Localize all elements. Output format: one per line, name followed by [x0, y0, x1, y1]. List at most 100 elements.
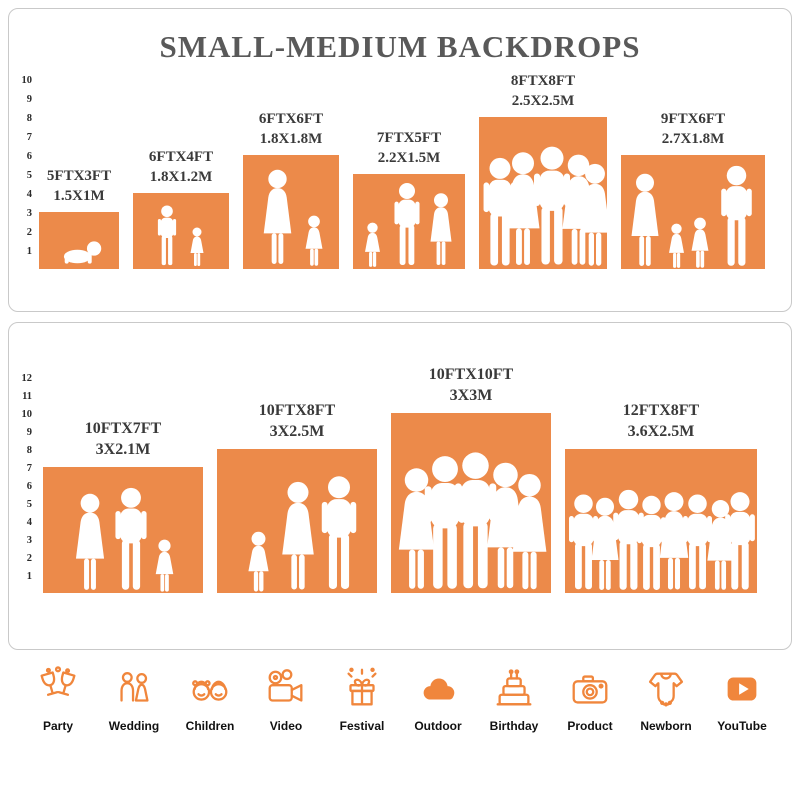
- ruler-number: 8: [26, 445, 32, 456]
- category-label: Product: [567, 719, 613, 733]
- size-ft: 10FTX8FT: [258, 402, 336, 420]
- ruler-number: 9: [26, 94, 32, 105]
- backdrop-7x5: 7FTX5FT 2.2X1.5M: [353, 129, 465, 269]
- cloud-icon: [423, 678, 455, 700]
- ruler-number: 1: [26, 246, 32, 257]
- ruler-number: 3: [26, 535, 32, 546]
- backdrop-5x3: 5FTX3FT 1.5X1M: [39, 167, 119, 269]
- size-m: 1.5X1M: [53, 187, 105, 204]
- large-panel: 1 2 3 4 5 6 7 8 9 10 11 12 10FTX7FT 3X2.1M 10FTX8FT…: [8, 322, 792, 650]
- birthday-cake-icon: [496, 669, 532, 706]
- backdrop-size-label: 7FTX5FT 2.2X1.5M: [377, 129, 441, 168]
- people-silhouette-mother-child: [263, 169, 323, 266]
- backdrop-8x8: 8FTX8FT 2.5X2.5M: [479, 72, 607, 269]
- backdrop-bar: [479, 117, 607, 269]
- backdrop-size-label: 10FTX10FT 3X3M: [429, 365, 513, 407]
- size-m: 3X2.1M: [95, 441, 151, 459]
- size-ft: 6FTX4FT: [148, 149, 214, 165]
- small-medium-panel: SMALL-MEDIUM BACKDROPS 1 2 3 4 5 6 7 8 9 10 5FTX3…: [8, 8, 792, 312]
- category-party: Party: [24, 666, 92, 733]
- people-silhouette-group: [398, 452, 547, 590]
- category-birthday: Birthday: [480, 666, 548, 733]
- backdrop-10x8: 10FTX8FT 3X2.5M: [217, 401, 377, 593]
- people-silhouette-family: [248, 476, 357, 592]
- backdrop-bar: [565, 449, 757, 593]
- ruler-number: 7: [26, 132, 32, 143]
- size-m: 3.6X2.5M: [627, 423, 695, 441]
- people-silhouette-family: [631, 165, 752, 268]
- ruler-number: 7: [26, 463, 32, 474]
- size-ft: 5FTX3FT: [46, 168, 112, 184]
- ruler-number: 11: [22, 391, 32, 402]
- size-m: 1.8X1.2M: [149, 168, 213, 185]
- backdrop-bar: [43, 467, 203, 593]
- people-silhouette-family: [365, 183, 452, 267]
- category-outdoor: Outdoor: [404, 666, 472, 733]
- gift-box-icon: [347, 667, 377, 706]
- backdrop-size-label: 6FTX6FT 1.8X1.8M: [259, 110, 323, 149]
- size-ft: 8FTX8FT: [510, 73, 576, 89]
- video-camera-icon: [268, 669, 303, 702]
- backdrop-9x6: 9FTX6FT 2.7X1.8M: [621, 110, 765, 269]
- category-children: Children: [176, 666, 244, 733]
- backdrop-6x4: 6FTX4FT 1.8X1.2M: [133, 148, 229, 269]
- ruler-number: 5: [26, 499, 32, 510]
- category-festival: Festival: [328, 666, 396, 733]
- play-button-icon: [727, 677, 757, 701]
- height-ruler-large: 1 2 3 4 5 6 7 8 9 10 11 12: [14, 371, 34, 593]
- category-newborn: Newborn: [632, 666, 700, 733]
- category-label: Birthday: [489, 719, 539, 733]
- ruler-number: 10: [21, 75, 33, 86]
- backdrop-10x7: 10FTX7FT 3X2.1M: [43, 419, 203, 593]
- ruler-number: 6: [26, 481, 32, 492]
- photo-camera-icon: [572, 675, 608, 704]
- party-drinks-icon: [40, 666, 76, 696]
- category-label: YouTube: [717, 719, 767, 733]
- people-silhouette-family: [75, 487, 174, 592]
- category-label: Video: [269, 719, 303, 733]
- children-faces-icon: [192, 680, 228, 701]
- size-ft: 10FTX7FT: [84, 420, 162, 438]
- backdrop-size-chart-small: 5FTX3FT 1.5X1M 6FTX4FT 1.8X1.2M: [39, 72, 765, 269]
- backdrop-10x10: 10FTX10FT 3X3M: [391, 365, 551, 593]
- backdrop-size-label: 9FTX6FT 2.7X1.8M: [661, 110, 725, 149]
- category-label: Party: [42, 719, 74, 733]
- ruler-number: 2: [26, 553, 32, 564]
- size-m: 3X2.5M: [269, 423, 325, 441]
- size-ft: 9FTX6FT: [660, 111, 726, 127]
- ruler-number: 10: [21, 409, 33, 420]
- size-m: 3X3M: [449, 387, 493, 405]
- people-silhouette-crowd: [569, 489, 755, 590]
- backdrop-bar: [353, 174, 465, 269]
- category-label: Children: [185, 719, 235, 733]
- backdrop-bar: [621, 155, 765, 269]
- category-video: Video: [252, 666, 320, 733]
- backdrop-bar: [133, 193, 229, 269]
- size-ft: 10FTX10FT: [428, 366, 514, 384]
- ruler-number: 6: [26, 151, 32, 162]
- ruler-number: 2: [26, 227, 32, 238]
- size-m: 1.8X1.8M: [259, 130, 323, 147]
- backdrop-size-chart-large: 10FTX7FT 3X2.1M 10FTX8FT 3X2.5M: [43, 365, 757, 593]
- size-m: 2.5X2.5M: [511, 92, 575, 109]
- size-m: 2.7X1.8M: [661, 130, 725, 147]
- backdrop-12x8: 12FTX8FT 3.6X2.5M: [565, 401, 757, 593]
- backdrop-size-label: 6FTX4FT 1.8X1.2M: [149, 148, 213, 187]
- backdrop-size-label: 5FTX3FT 1.5X1M: [47, 167, 111, 206]
- size-m: 2.2X1.5M: [377, 149, 441, 166]
- category-label: Wedding: [108, 719, 160, 733]
- baby-onesie-icon: [648, 672, 684, 707]
- ruler-number: 4: [26, 189, 32, 200]
- people-silhouette-family: [157, 205, 204, 266]
- category-product: Product: [556, 666, 624, 733]
- ruler-number: 8: [26, 113, 32, 124]
- ruler-number: 5: [26, 170, 32, 181]
- height-ruler-small: 1 2 3 4 5 6 7 8 9 10: [14, 74, 34, 269]
- backdrop-6x6: 6FTX6FT 1.8X1.8M: [243, 110, 339, 269]
- people-silhouette-group: [483, 146, 607, 266]
- ruler-number: 3: [26, 208, 32, 219]
- wedding-couple-icon: [120, 672, 149, 702]
- category-row: Party Wedding Children Vi: [0, 666, 800, 733]
- backdrop-size-label: 8FTX8FT 2.5X2.5M: [511, 72, 575, 111]
- ruler-number: 12: [21, 373, 33, 384]
